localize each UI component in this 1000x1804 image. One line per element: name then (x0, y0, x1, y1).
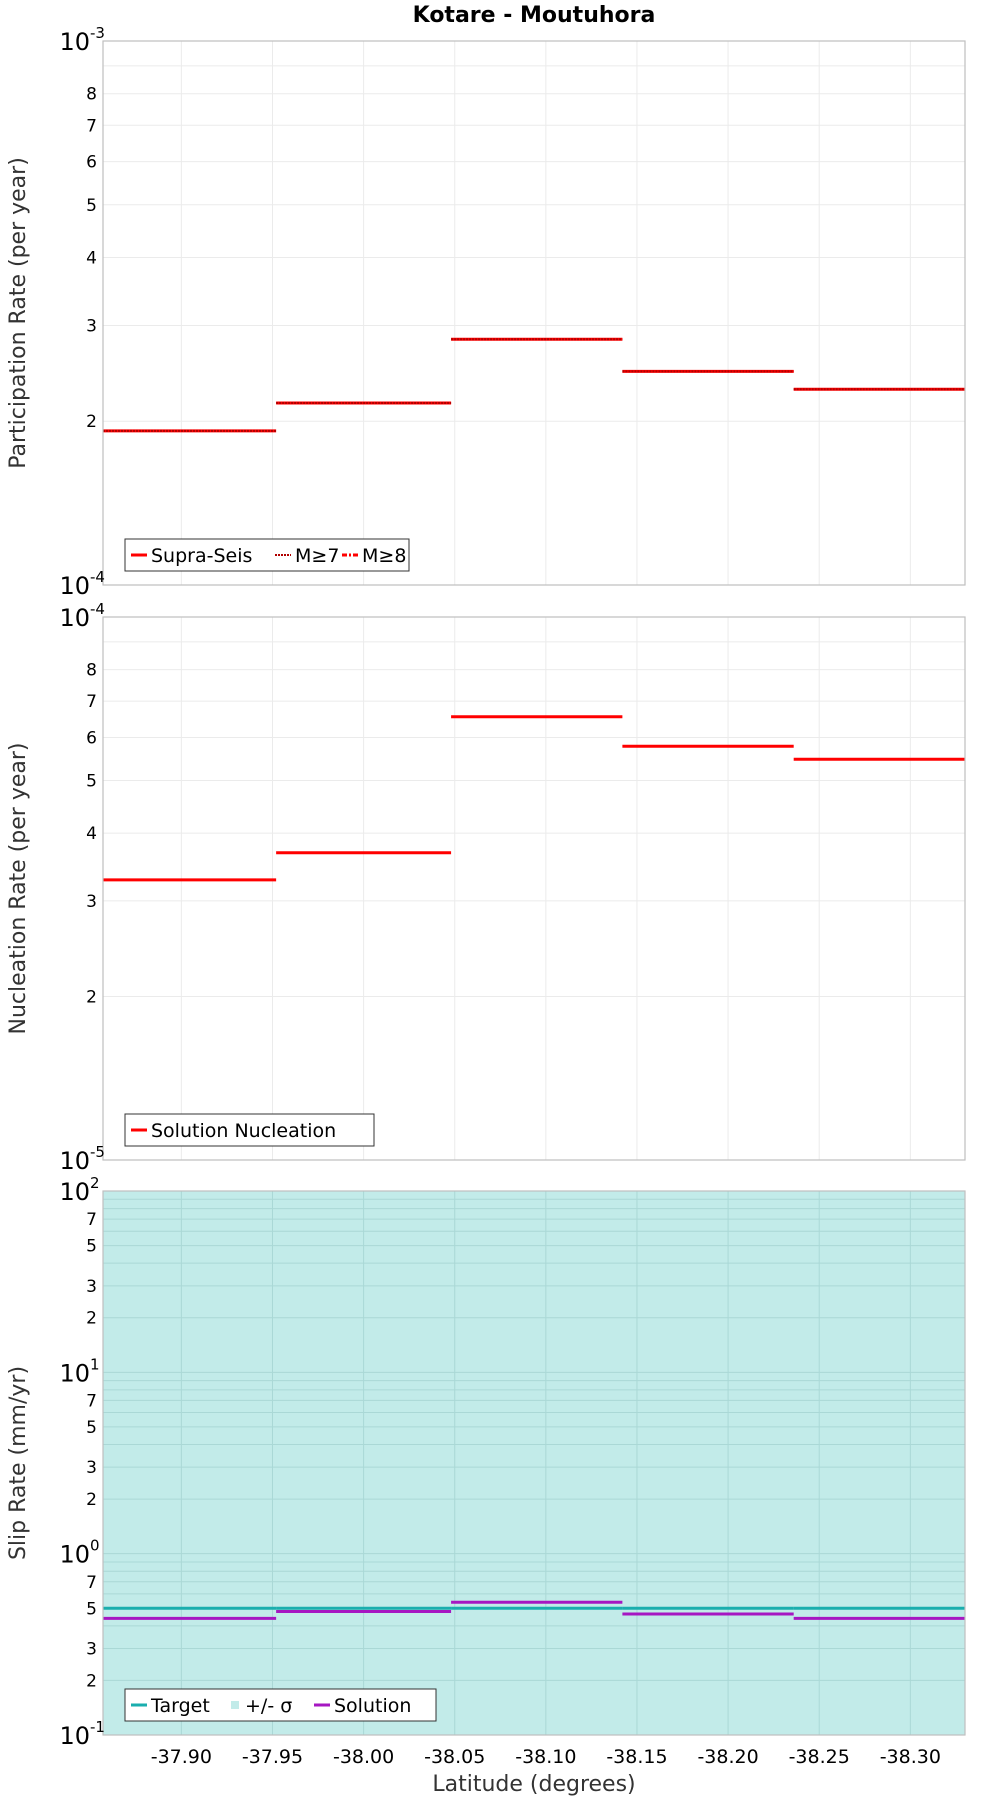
slip-y-tick-label: 3 (86, 1458, 97, 1478)
nucleation-y-tick-label: 6 (86, 728, 97, 748)
slip-y-tick-exponent: 0 (90, 1537, 100, 1555)
participation-gridlines (103, 41, 965, 586)
participation-y-tick-exponent: -4 (90, 568, 105, 586)
participation-y-tick-label: 3 (86, 316, 97, 336)
nucleation-plot-frame (102, 616, 966, 1161)
slip-y-tick-exponent: -1 (90, 1718, 105, 1736)
slip-x-tick-label: -37.95 (242, 1746, 303, 1768)
nucleation-y-tick-label: 3 (86, 892, 97, 912)
nucleation-y-axis-title: Nucleation Rate (per year) (6, 743, 31, 1035)
nucleation-legend: Solution Nucleation (124, 1113, 375, 1147)
nucleation-series-solution-nucleation (103, 715, 965, 882)
slip-legend: Target +/- σ Solution (124, 1688, 437, 1722)
slip-y-tick-label: 5 (86, 1237, 97, 1257)
x-axis-title: Latitude (degrees) (432, 1772, 635, 1797)
nucleation-y-tick-exponent: -4 (90, 600, 105, 618)
slip-y-tick-label: 10 (59, 1722, 90, 1750)
participation-legend: Supra-Seis M≥7 M≥8 (124, 538, 410, 572)
participation-y-tick-label: 10 (59, 572, 90, 600)
slip-legend-label: Target (150, 1695, 210, 1717)
nucleation-y-tick-label: 2 (86, 988, 97, 1008)
slip-y-tick-label: 5 (86, 1418, 97, 1438)
slip-y-tick-label: 5 (86, 1599, 97, 1619)
participation-y-tick-label: 6 (86, 153, 97, 173)
slip-y-tick-exponent: 1 (90, 1355, 100, 1373)
participation-y-tick-label: 4 (86, 248, 97, 268)
slip-y-tick-label: 7 (86, 1573, 97, 1593)
participation-legend-box (124, 538, 410, 572)
participation-legend-label: M≥8 (362, 545, 406, 567)
slip-y-tick-label: 10 (59, 1359, 90, 1387)
participation-y-tick-label: 5 (86, 196, 97, 216)
slip-sigma-band (103, 1191, 965, 1735)
nucleation-y-tick-exponent: -5 (90, 1143, 105, 1161)
slip-legend-label: Solution (334, 1695, 411, 1717)
nucleation-y-tick-label: 10 (59, 604, 90, 632)
slip-legend-swatch (231, 1701, 239, 1709)
slip-x-tick-label: -38.00 (333, 1746, 394, 1768)
slip-y-tick-label: 2 (86, 1671, 97, 1691)
slip-x-tick-label: -38.15 (606, 1746, 667, 1768)
participation-plot-frame (102, 40, 966, 586)
slip-series-solution (103, 1600, 965, 1620)
slip-x-tick-label: -38.25 (789, 1746, 850, 1768)
slip-x-tick-label: -38.05 (424, 1746, 485, 1768)
nucleation-y-tick-label: 8 (86, 661, 97, 681)
slip-y-tick-label: 10 (59, 1178, 90, 1206)
nucleation-y-tick-label: 5 (86, 771, 97, 791)
slip-y-axis-title: Slip Rate (mm/yr) (6, 1366, 31, 1560)
participation-y-tick-exponent: -3 (90, 24, 105, 42)
nucleation-legend-box (124, 1113, 375, 1147)
nucleation-y-tick-label: 4 (86, 824, 97, 844)
participation-y-tick-label: 7 (86, 116, 97, 136)
participation-series-m-7 (103, 338, 965, 432)
participation-plot-area (103, 41, 965, 585)
slip-x-tick-label: -38.10 (515, 1746, 576, 1768)
slip-y-tick-label: 2 (86, 1309, 97, 1329)
participation-y-axis-title: Participation Rate (per year) (6, 157, 31, 469)
slip-y-tick-label: 3 (86, 1277, 97, 1297)
nucleation-legend-label: Solution Nucleation (151, 1120, 336, 1142)
slip-legend-label: +/- σ (245, 1695, 292, 1717)
chart-title: Kotare - Moutuhora (413, 3, 656, 28)
slip-x-tick-label: -37.90 (151, 1746, 212, 1768)
slip-x-tick-label: -38.30 (880, 1746, 941, 1768)
nucleation-y-tick-label: 7 (86, 692, 97, 712)
slip-y-tick-exponent: 2 (90, 1174, 100, 1192)
participation-y-tick-label: 8 (86, 85, 97, 105)
slip-y-tick-label: 7 (86, 1391, 97, 1411)
slip-y-tick-label: 3 (86, 1639, 97, 1659)
nucleation-y-tick-label: 10 (59, 1147, 90, 1175)
slip-y-tick-label: 2 (86, 1490, 97, 1510)
slip-plot-frame (102, 1190, 966, 1736)
slip-gridlines (103, 1191, 965, 1736)
participation-y-tick-label: 2 (86, 412, 97, 432)
slip-y-tick-label: 7 (86, 1210, 97, 1230)
slip-y-tick-label: 10 (59, 1541, 90, 1569)
participation-legend-label: Supra-Seis (151, 545, 252, 567)
nucleation-plot-area (103, 617, 965, 1160)
slip-x-tick-label: -38.20 (697, 1746, 758, 1768)
participation-y-tick-label: 10 (59, 28, 90, 56)
participation-legend-label: M≥7 (295, 545, 339, 567)
slip-legend-box (124, 1688, 437, 1722)
